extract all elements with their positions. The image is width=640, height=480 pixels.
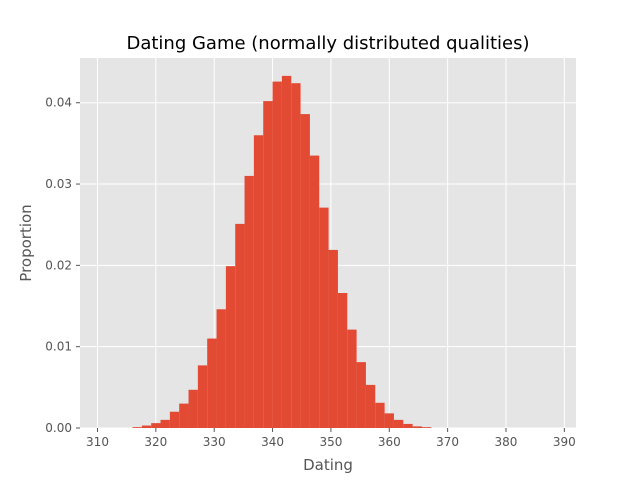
histogram-bar [347, 329, 357, 428]
y-tick-label: 0.04 [45, 96, 72, 110]
x-tick-label: 360 [378, 435, 401, 449]
histogram-bar [309, 155, 320, 429]
histogram-bar [272, 81, 282, 428]
histogram-bar [393, 419, 404, 428]
histogram-bar [291, 83, 301, 428]
y-tick-label: 0.02 [45, 258, 72, 272]
histogram-bar [328, 249, 338, 428]
histogram-bar [263, 101, 273, 428]
x-tick-label: 380 [495, 435, 518, 449]
histogram-bar [132, 427, 142, 428]
histogram-bar [169, 411, 180, 428]
histogram-bar [337, 293, 348, 428]
histogram-bar [319, 207, 329, 428]
histogram-bars [132, 75, 432, 429]
histogram-bar [160, 419, 170, 428]
chart-title: Dating Game (normally distributed qualit… [126, 33, 529, 54]
x-tick-label: 330 [203, 435, 226, 449]
y-tick-label: 0.01 [45, 340, 72, 354]
histogram-bar [253, 135, 264, 428]
histogram-bar [403, 423, 413, 428]
histogram-bar [300, 114, 310, 428]
histogram-bar [281, 75, 292, 428]
x-tick-label: 340 [261, 435, 284, 449]
histogram-bar [235, 223, 245, 428]
histogram-bar [151, 423, 161, 428]
histogram-bar [225, 266, 236, 428]
y-tick-label: 0.00 [45, 421, 72, 435]
histogram-bar [244, 175, 254, 428]
histogram-bar [421, 427, 432, 428]
histogram-bar [384, 413, 394, 428]
histogram-bar [365, 384, 376, 428]
y-tick-label: 0.03 [45, 177, 72, 191]
histogram-bar [375, 402, 385, 428]
histogram-bar [188, 389, 198, 428]
axis-ticks: 310 320 330 340 350 360 370 380 390 0.00 0.01 0.02 0… [45, 96, 576, 449]
y-axis-label: Proportion [17, 204, 35, 281]
histogram-bar [216, 309, 226, 428]
x-tick-label: 390 [553, 435, 576, 449]
x-tick-label: 350 [319, 435, 342, 449]
histogram-bar [412, 426, 422, 428]
histogram-bar [179, 403, 189, 428]
x-tick-label: 370 [436, 435, 459, 449]
histogram-bar [197, 365, 208, 428]
x-tick-label: 310 [86, 435, 109, 449]
histogram-bar [207, 338, 217, 428]
x-axis-label: Dating [303, 456, 353, 474]
histogram-bar [141, 425, 152, 428]
x-tick-label: 320 [144, 435, 167, 449]
histogram-bar [356, 362, 366, 428]
